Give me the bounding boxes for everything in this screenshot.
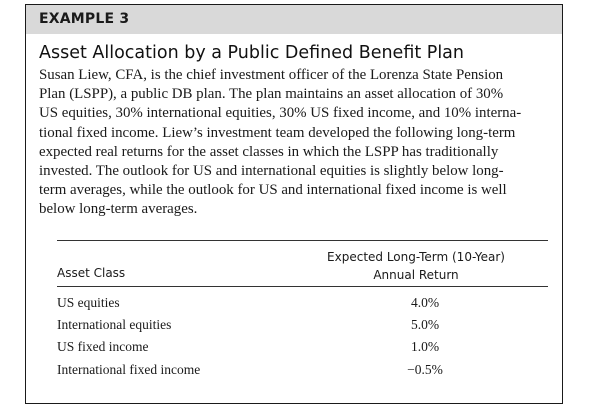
column-header-return-line2: Annual Return xyxy=(373,268,459,282)
paragraph-line: Plan (LSPP), a public DB plan. The plan … xyxy=(39,86,504,103)
example-header-bar: EXAMPLE 3 xyxy=(26,5,562,34)
column-header-return-line1: Expected Long-Term (10-Year) xyxy=(327,250,505,264)
asset-class-cell: US equities xyxy=(57,295,120,310)
example-label: EXAMPLE 3 xyxy=(39,11,130,27)
paragraph-line: invested. The outlook for US and interna… xyxy=(39,163,504,180)
table-row: US fixed income 1.0% xyxy=(57,337,517,359)
table-body: US equities 4.0% International equities … xyxy=(57,293,517,382)
example-title: Asset Allocation by a Public Defined Ben… xyxy=(39,43,464,63)
example-box: EXAMPLE 3 Asset Allocation by a Public D… xyxy=(25,4,563,404)
table-header-rule xyxy=(57,286,548,287)
paragraph-line: tional fixed income. Liew’s investment t… xyxy=(39,124,516,141)
return-cell: −0.5% xyxy=(407,361,443,377)
table-row: International equities 5.0% xyxy=(57,315,517,337)
paragraph-line: Susan Liew, CFA, is the chief investment… xyxy=(39,67,504,83)
paragraph-line: US equities, 30% international equities,… xyxy=(39,105,522,122)
table-top-rule xyxy=(57,240,548,241)
paragraph-line: expected real returns for the asset clas… xyxy=(39,143,499,160)
paragraph-line: term averages, while the outlook for US … xyxy=(39,182,507,199)
asset-class-cell: International fixed income xyxy=(57,361,201,377)
return-cell: 4.0% xyxy=(410,295,440,310)
asset-class-cell: International equities xyxy=(57,317,172,333)
return-cell: 5.0% xyxy=(410,317,440,333)
table-row: US equities 4.0% xyxy=(57,293,517,315)
table-row: International fixed income −0.5% xyxy=(57,360,517,382)
example-paragraph: Susan Liew, CFA, is the chief investment… xyxy=(39,66,553,220)
column-header-return: Expected Long-Term (10-Year) Annual Retu… xyxy=(326,248,506,284)
asset-class-cell: US fixed income xyxy=(57,339,149,355)
return-cell: 1.0% xyxy=(410,339,440,355)
column-header-asset-class: Asset Class xyxy=(57,266,126,280)
paragraph-line: below long-term averages. xyxy=(39,201,198,218)
